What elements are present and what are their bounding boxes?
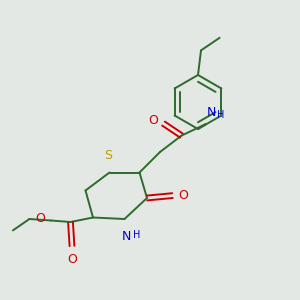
Text: S: S: [104, 149, 112, 162]
Text: N: N: [121, 230, 131, 243]
Text: H: H: [133, 230, 140, 240]
Text: N: N: [207, 106, 216, 119]
Text: O: O: [67, 253, 77, 266]
Text: H: H: [217, 110, 224, 120]
Text: O: O: [148, 114, 158, 127]
Text: O: O: [36, 212, 46, 226]
Text: O: O: [178, 189, 188, 202]
